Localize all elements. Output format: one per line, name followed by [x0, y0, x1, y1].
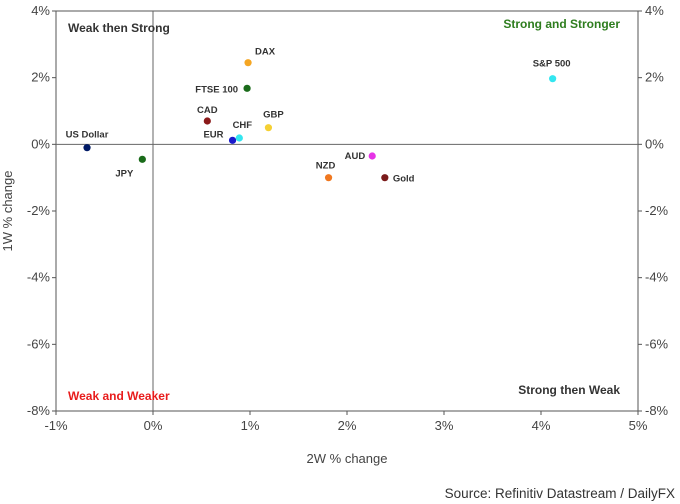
x-tick-label: -1% [44, 418, 68, 433]
point-label-jpy: JPY [115, 168, 134, 179]
point-nzd [324, 174, 333, 182]
data-points [83, 59, 557, 182]
y-tick-label-right: -8% [645, 403, 669, 418]
quadrant-label-bottom-right: Strong then Weak [518, 383, 620, 397]
point-label-gold: Gold [393, 174, 415, 185]
x-tick-label: 5% [629, 418, 648, 433]
point-label-aud: AUD [345, 151, 366, 162]
point-s-p-500 [549, 75, 557, 83]
point-jpy [138, 155, 146, 163]
x-tick-label: 4% [532, 418, 551, 433]
point-chf [235, 134, 243, 142]
x-tick-label: 1% [241, 418, 260, 433]
point-label-eur: EUR [203, 129, 223, 140]
source-note: Source: Refinitiv Datastream / DailyFX [445, 486, 675, 501]
y-axis-title: 1W % change [0, 171, 15, 252]
x-tick-label: 0% [144, 418, 163, 433]
point-label-dax: DAX [255, 47, 276, 58]
y-tick-label-right: 0% [645, 136, 664, 151]
point-gold [381, 174, 389, 182]
y-tick-label-left: -2% [27, 203, 51, 218]
y-tick-label-right: -4% [645, 270, 669, 285]
data-point-labels: DAX S&P 500 FTSE 100 CAD GBP CHF EUR US Dollar J… [66, 47, 571, 185]
y-tick-label-left: 0% [31, 136, 50, 151]
y-tick-label-right: 2% [645, 70, 664, 85]
y-tick-label-left: -8% [27, 403, 51, 418]
y-tick-label-left: -4% [27, 270, 51, 285]
point-gbp [264, 124, 273, 132]
point-label-gbp: GBP [263, 110, 284, 121]
quadrant-label-bottom-left: Weak and Weaker [68, 389, 170, 403]
point-us-dollar [83, 144, 91, 152]
plot-area [55, 10, 639, 412]
y-tick-label-right: 4% [645, 3, 664, 18]
point-aud [368, 152, 376, 160]
point-eur [228, 136, 237, 144]
y-axis-left-ticks: 4% 2% 0% -2% -4% -6% -8% [27, 3, 56, 418]
y-tick-label-right: -6% [645, 336, 669, 351]
x-tick-label: 2% [338, 418, 357, 433]
y-tick-label-left: 2% [31, 70, 50, 85]
y-tick-label-left: -6% [27, 336, 51, 351]
point-label-cad: CAD [197, 105, 218, 116]
quadrant-label-top-right: Strong and Stronger [503, 17, 620, 31]
y-tick-label-left: 4% [31, 3, 50, 18]
point-cad [203, 117, 211, 125]
point-dax [244, 59, 252, 67]
x-axis-title: 2W % change [307, 451, 388, 466]
point-label-ftse-100: FTSE 100 [195, 84, 238, 95]
y-tick-label-right: -2% [645, 203, 669, 218]
point-ftse-100 [243, 84, 251, 92]
x-axis-ticks: -1% 0% 1% 2% 3% 4% 5% [44, 411, 648, 433]
point-label-us-dollar: US Dollar [66, 130, 109, 141]
y-axis-right-ticks: 4% 2% 0% -2% -4% -6% -8% [638, 3, 669, 418]
zero-lines [56, 11, 638, 411]
point-label-chf: CHF [233, 120, 253, 131]
quadrant-label-top-left: Weak then Strong [68, 21, 170, 35]
point-label-s-p-500: S&P 500 [533, 59, 571, 70]
x-tick-label: 3% [435, 418, 454, 433]
point-label-nzd: NZD [316, 161, 336, 172]
